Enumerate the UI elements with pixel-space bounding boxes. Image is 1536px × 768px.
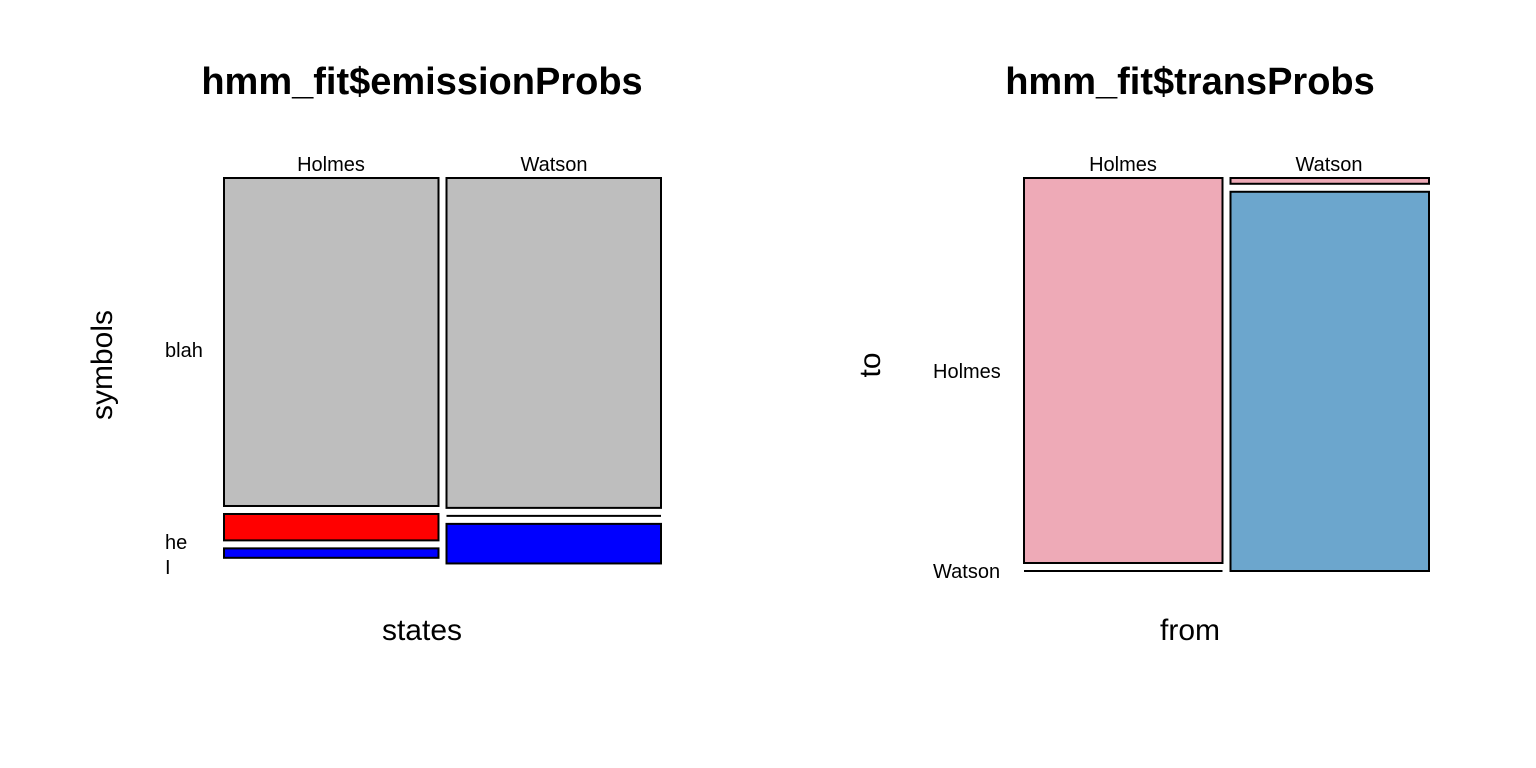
trans-tile-watson-holmes (1229, 177, 1430, 185)
trans-probs-panel: hmm_fit$transProbs from to Holmes Watson… (854, 61, 1430, 647)
trans-x-axis-label: from (1160, 614, 1220, 647)
trans-y-tick-watson: Watson (933, 561, 1000, 583)
emission-tile-watson-blah (445, 177, 662, 509)
emission-y-axis-label: symbols (86, 310, 119, 420)
emission-probs-panel: hmm_fit$emissionProbs states symbols Hol… (86, 61, 662, 647)
trans-tile-watson-watson (1229, 190, 1430, 572)
trans-chart-title: hmm_fit$transProbs (1005, 61, 1375, 103)
trans-x-tick-watson: Watson (1295, 154, 1362, 176)
emission-x-axis-label: states (382, 614, 462, 647)
emission-mosaic-tiles (223, 177, 662, 565)
emission-y-tick-i: I (165, 557, 171, 579)
trans-mosaic-tiles (1023, 177, 1430, 572)
emission-tile-holmes-he (223, 512, 440, 542)
emission-tile-watson-i (445, 522, 662, 565)
trans-y-axis-label: to (854, 352, 887, 377)
emission-x-tick-holmes: Holmes (297, 154, 365, 176)
emission-x-tick-watson: Watson (520, 154, 587, 176)
emission-y-tick-blah: blah (165, 340, 203, 362)
trans-y-tick-holmes: Holmes (933, 361, 1001, 383)
emission-y-tick-he: he (165, 532, 187, 554)
emission-tile-holmes-blah (223, 177, 440, 507)
trans-x-tick-holmes: Holmes (1089, 154, 1157, 176)
trans-tile-holmes-holmes (1023, 177, 1224, 564)
emission-tile-holmes-i (223, 547, 440, 559)
emission-chart-title: hmm_fit$emissionProbs (201, 61, 642, 103)
